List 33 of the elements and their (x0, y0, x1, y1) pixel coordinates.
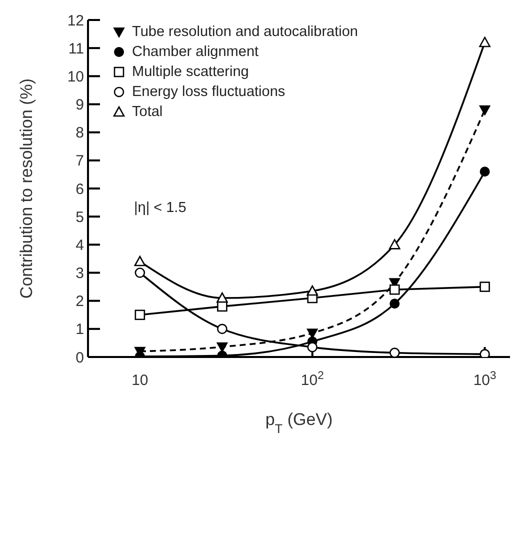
legend-label: Chamber alignment (132, 43, 259, 62)
y-tick-label: 10 (67, 68, 84, 86)
legend-label: Total (132, 103, 163, 122)
y-tick-label: 1 (76, 321, 84, 338)
x-axis-title: p$_{T}$ (GeV) (265, 410, 333, 436)
point (134, 268, 146, 278)
y-axis-title: Contribution to resolution (%) (17, 78, 36, 299)
legend-label: Energy loss fluctuations (132, 83, 286, 102)
point (134, 256, 146, 266)
y-tick-label: 7 (76, 152, 84, 170)
y-tick-label: 8 (76, 124, 84, 142)
y-tick-label: 0 (76, 349, 84, 366)
point (479, 36, 490, 48)
point (134, 310, 146, 320)
point (480, 166, 490, 177)
y-tick-label: 2 (76, 293, 84, 310)
x-tick-label: 10$^{2}$ (300, 370, 324, 389)
point (306, 285, 318, 296)
y-tick-label: 3 (76, 265, 84, 282)
y-tick-label: 9 (76, 96, 84, 114)
x-tick-label: 10 (132, 372, 148, 389)
y-tick-label: 6 (76, 180, 84, 198)
annotation: |η| < 1.5 (134, 200, 186, 216)
y-tick-label: 11 (68, 40, 84, 58)
point (307, 342, 318, 352)
point (480, 282, 490, 292)
y-tick-label: 5 (76, 208, 84, 226)
y-tick-label: 4 (76, 236, 84, 254)
legend-label: Tube resolution and autocalibration (132, 23, 358, 42)
legend-label: Multiple scattering (132, 63, 249, 82)
x-tick-label: 10$^{3}$ (473, 370, 496, 389)
point (479, 105, 490, 116)
y-tick-label: 12 (67, 12, 84, 30)
